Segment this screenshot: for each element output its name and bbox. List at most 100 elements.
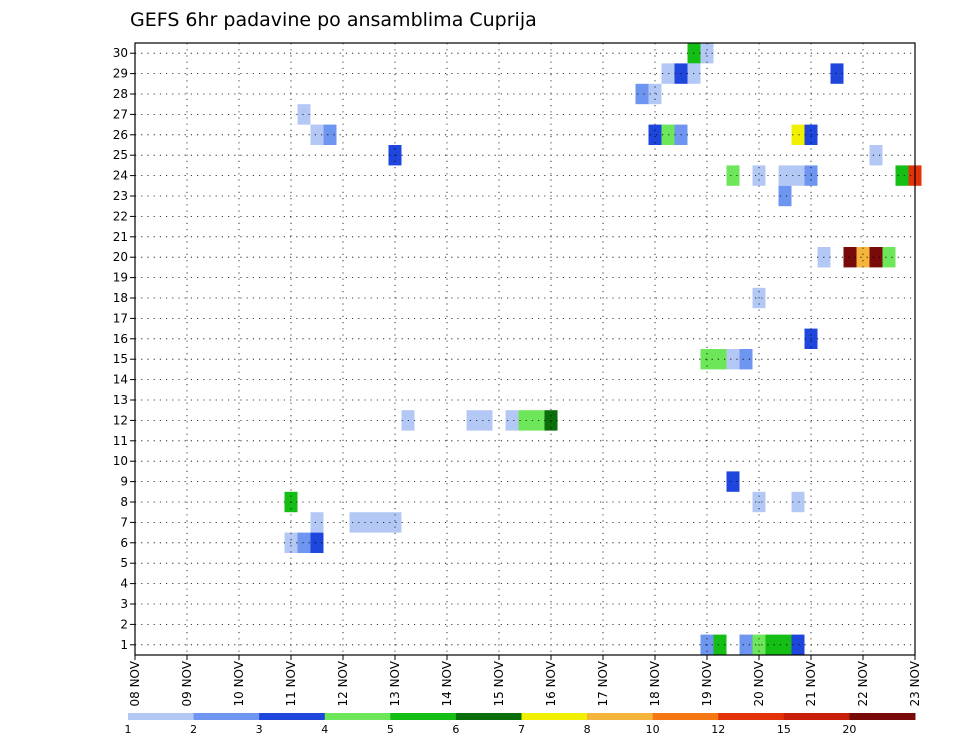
colorbar-label: 1 [125, 723, 132, 736]
x-tick-label: 20 NOV [752, 660, 766, 706]
y-tick-label: 4 [120, 577, 128, 591]
colorbar-label: 3 [256, 723, 263, 736]
colorbar-swatch [718, 713, 785, 720]
heatmap-cell [479, 410, 493, 431]
heatmap-cell [791, 124, 805, 145]
y-tick-label: 3 [120, 597, 128, 611]
colorbar-swatch [783, 713, 850, 720]
heatmap-cell [778, 165, 792, 186]
heatmap-cell [895, 165, 909, 186]
x-tick-label: 14 NOV [440, 660, 454, 706]
heatmap-cell [700, 43, 714, 64]
heatmap-cell [765, 634, 779, 655]
x-tick-label: 11 NOV [284, 660, 298, 706]
x-tick-label: 16 NOV [544, 660, 558, 706]
colorbar-swatch [652, 713, 719, 720]
colorbar: 1 2 3 4 5 6 7 8 10 12 15 20 [125, 713, 916, 736]
heatmap-cell [648, 124, 662, 145]
plot-frame [134, 42, 916, 656]
y-tick-label: 11 [113, 434, 128, 448]
y-tick-label: 13 [113, 393, 128, 407]
y-tick-label: 16 [113, 332, 128, 346]
heatmap-cell [310, 512, 324, 533]
heatmap-cell [362, 512, 376, 533]
heatmap-cell [778, 185, 792, 207]
y-tick-label: 8 [120, 495, 128, 509]
colorbar-swatch [455, 713, 522, 720]
heatmap-cell [869, 247, 883, 268]
heatmap-cell [869, 145, 883, 166]
x-tick-label: 12 NOV [336, 660, 350, 706]
heatmap-cell [349, 512, 363, 533]
colorbar-label: 4 [321, 723, 328, 736]
y-tick-label: 5 [120, 556, 128, 570]
y-tick-label: 20 [113, 250, 128, 264]
heatmap-cell [505, 410, 519, 431]
colorbar-swatch [849, 713, 916, 720]
heatmap-cell [752, 165, 766, 186]
heatmap-cell [791, 634, 805, 655]
heatmap-cell [297, 532, 311, 553]
x-axis: 08 NOV 09 NOV 10 NOV 11 NOV 12 NOV 13 NOV 14 N… [128, 655, 922, 707]
heatmap-cell [739, 634, 753, 655]
x-tick-label: 17 NOV [596, 660, 610, 706]
colorbar-label: 20 [842, 723, 856, 736]
y-tick-label: 18 [113, 291, 128, 305]
colorbar-swatch [193, 713, 260, 720]
y-tick-label: 2 [120, 617, 128, 631]
x-tick-label: 08 NOV [128, 660, 142, 706]
x-tick-label: 10 NOV [232, 660, 246, 706]
heatmap-cell [388, 512, 402, 533]
x-tick-label: 15 NOV [492, 660, 506, 706]
heatmap-cell [310, 124, 324, 145]
heatmap-cell [856, 247, 870, 268]
heatmap-cell [466, 410, 480, 431]
y-tick-label: 14 [113, 373, 128, 387]
heatmap-cell [297, 104, 311, 125]
heatmap-cell [726, 471, 740, 492]
heatmap-cell [661, 124, 675, 145]
colorbar-swatch [259, 713, 326, 720]
colorbar-label: 12 [711, 723, 725, 736]
heatmap-cell [375, 512, 389, 533]
heatmap-cell [713, 349, 727, 370]
y-tick-label: 12 [113, 413, 128, 427]
y-tick-label: 1 [120, 638, 128, 652]
x-tick-label: 19 NOV [700, 660, 714, 706]
heatmap-cell [648, 83, 662, 105]
y-tick-label: 30 [113, 46, 128, 60]
y-tick-label: 17 [113, 311, 128, 325]
heatmap-cell [518, 410, 532, 431]
cells-layer [284, 43, 922, 655]
y-tick-label: 19 [113, 271, 128, 285]
y-axis: 1234567891011121314151617181920212223242… [113, 46, 135, 652]
y-tick-label: 23 [113, 189, 128, 203]
x-tick-label: 09 NOV [180, 660, 194, 706]
heatmap-cell [713, 634, 727, 655]
colorbar-swatch [521, 713, 588, 720]
chart-title: GEFS 6hr padavine po ansamblima Cuprija [130, 9, 537, 31]
colorbar-label: 8 [584, 723, 591, 736]
colorbar-swatch [390, 713, 457, 720]
y-tick-label: 24 [113, 169, 128, 183]
heatmap-cell [726, 165, 740, 186]
heatmap-cell [791, 165, 805, 186]
colorbar-label: 2 [190, 723, 197, 736]
heatmap-cell [882, 247, 896, 268]
colorbar-label: 5 [387, 723, 394, 736]
y-tick-label: 9 [120, 475, 128, 489]
y-tick-label: 22 [113, 209, 128, 223]
y-tick-label: 10 [113, 454, 128, 468]
y-tick-label: 28 [113, 87, 128, 101]
heatmap-cell [726, 349, 740, 370]
colorbar-swatch [128, 713, 195, 720]
x-tick-label: 21 NOV [804, 660, 818, 706]
colorbar-label: 6 [452, 723, 459, 736]
y-tick-label: 15 [113, 352, 128, 366]
y-tick-label: 27 [113, 107, 128, 121]
x-tick-label: 18 NOV [648, 660, 662, 706]
heatmap-cell [791, 491, 805, 513]
x-tick-label: 23 NOV [908, 660, 922, 706]
heatmap-cell [843, 247, 857, 268]
